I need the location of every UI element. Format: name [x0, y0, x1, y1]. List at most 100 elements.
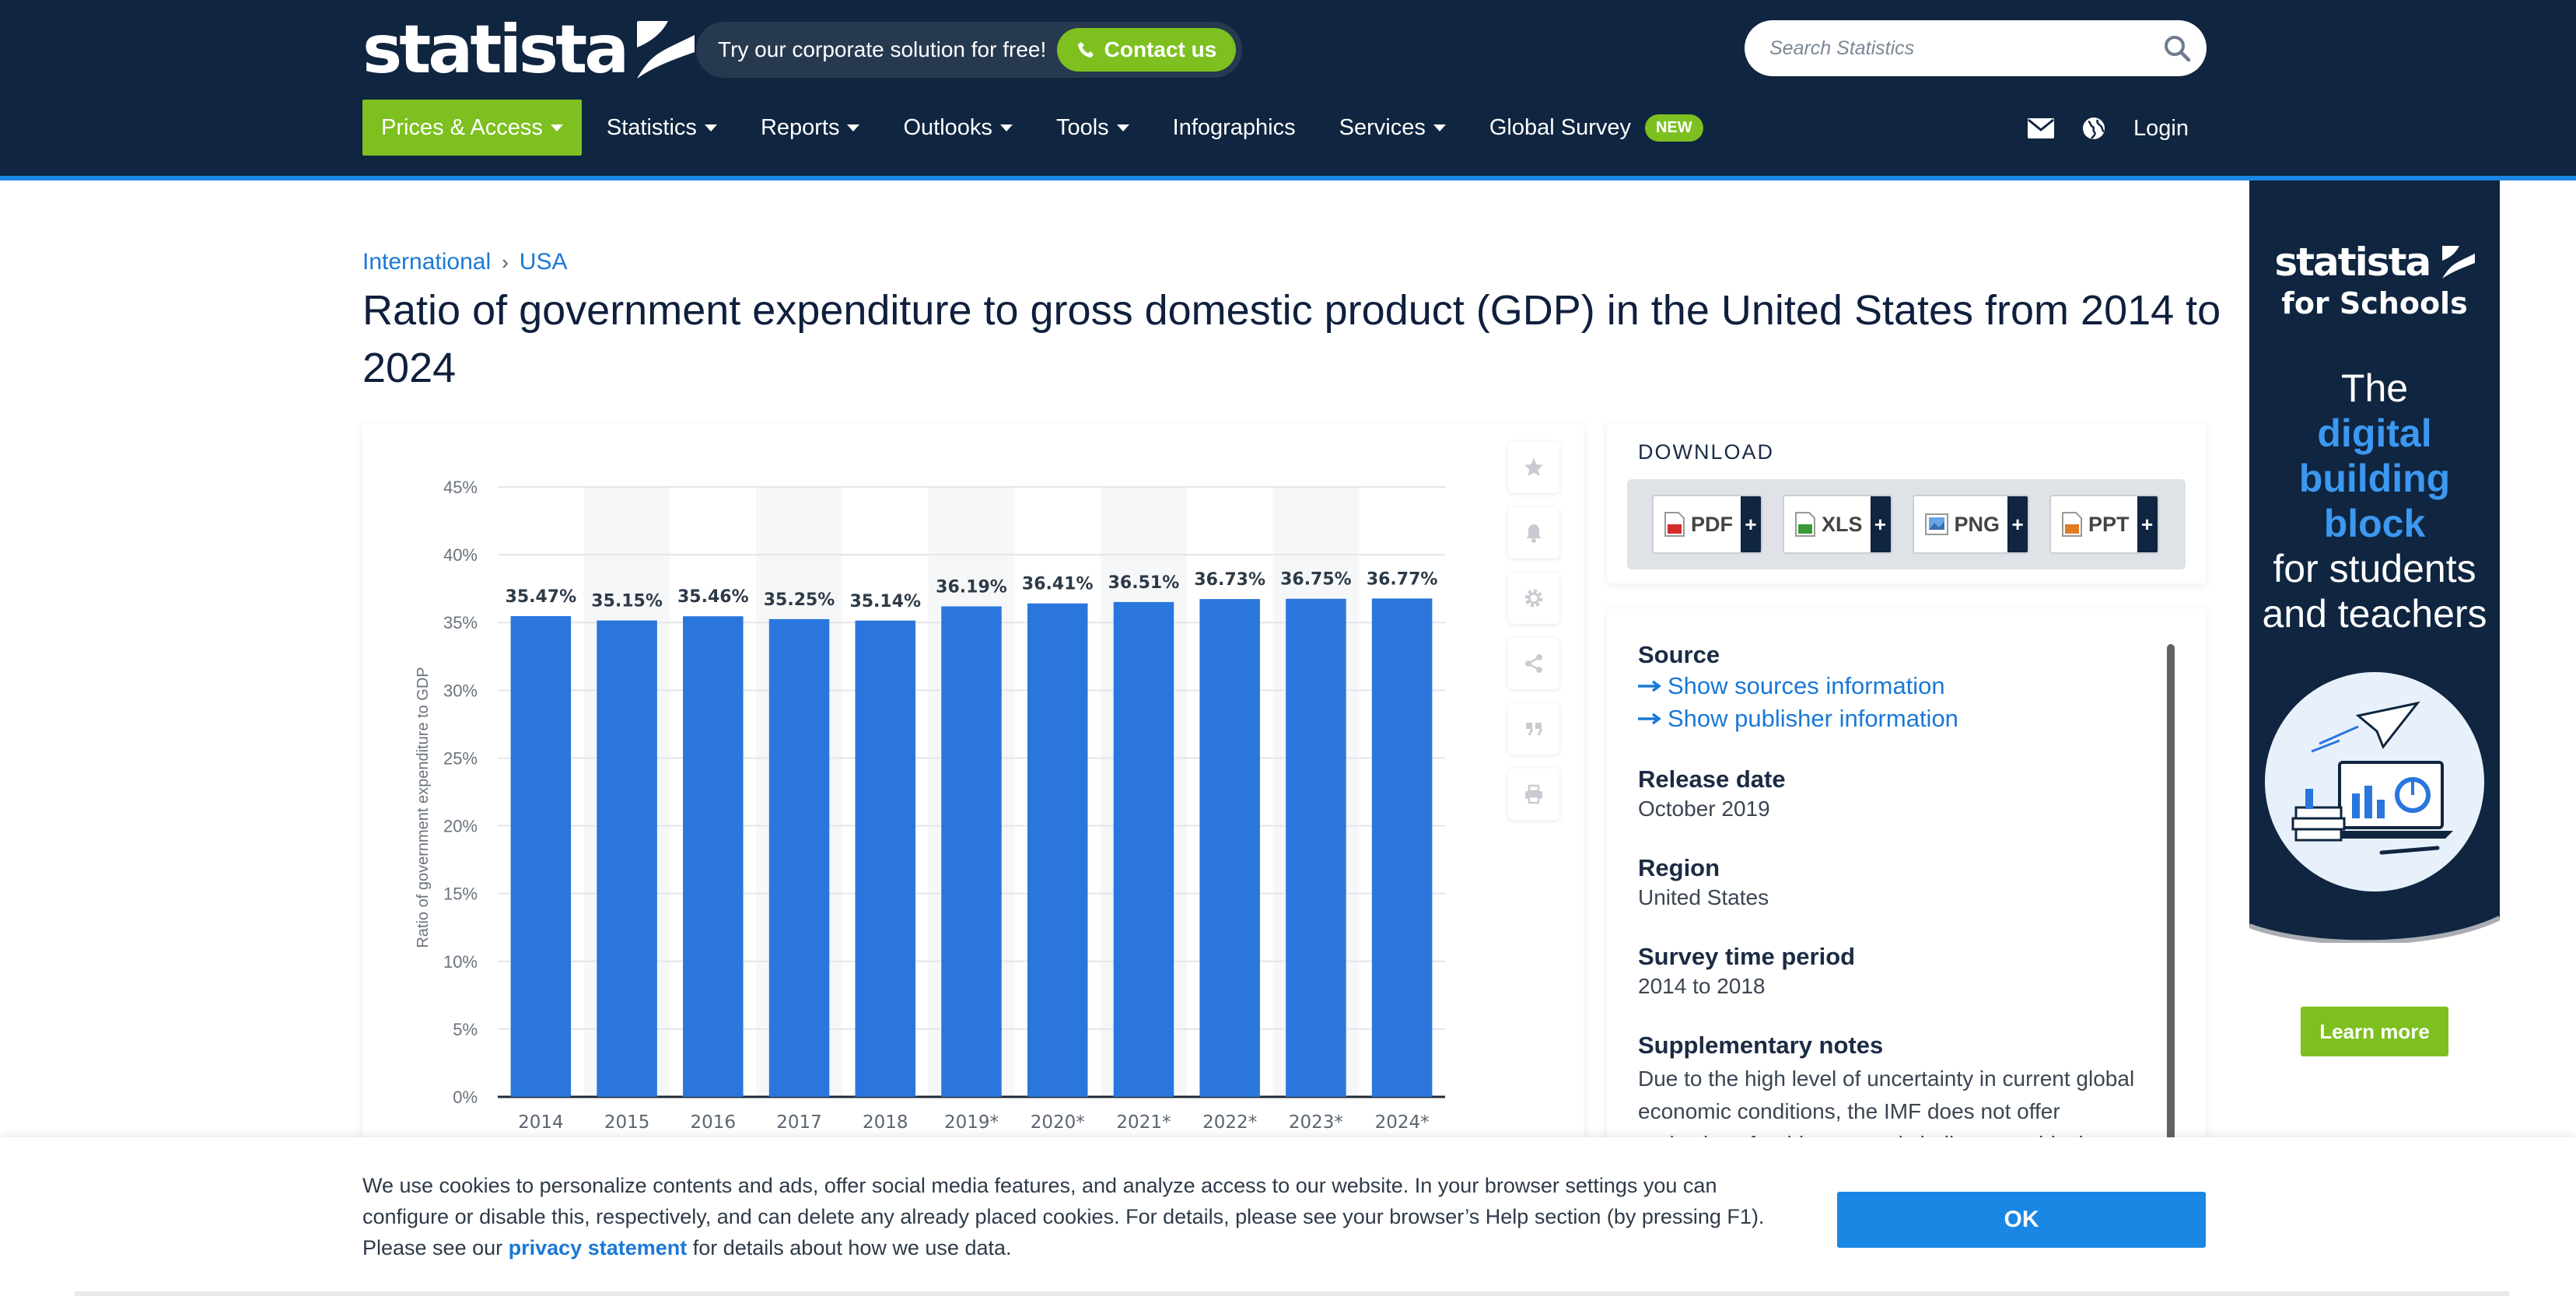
info-scrollbar[interactable] [2167, 644, 2175, 1158]
xls-file-icon [1795, 512, 1815, 537]
bar [941, 606, 1002, 1097]
nav-label: Infographics [1172, 114, 1296, 140]
breadcrumb-separator: › [502, 250, 509, 274]
survey-period-heading: Survey time period [1638, 943, 1856, 970]
y-tick-label: 25% [443, 748, 478, 768]
cookie-text-before: We use cookies to personalize contents a… [362, 1174, 1765, 1259]
globe-icon[interactable] [2082, 117, 2105, 140]
png-plus: + [2007, 496, 2028, 552]
xls-plus: + [1870, 496, 1891, 552]
nav-right: Login [2028, 109, 2189, 148]
logo-text: statista [362, 11, 629, 89]
ad-curve [2249, 916, 2500, 943]
x-tick-label: 2018 [863, 1112, 908, 1133]
nav-services[interactable]: Services [1339, 115, 1446, 141]
download-title: DOWNLOAD [1638, 440, 1775, 464]
bar [1113, 601, 1174, 1097]
show-publisher-link[interactable]: Show publisher information [1638, 705, 2151, 733]
supplementary-notes-heading: Supplementary notes [1638, 1032, 1884, 1059]
print-icon [1525, 784, 1542, 804]
x-tick-label: 2020* [1031, 1112, 1085, 1133]
bar-value-label: 35.25% [764, 590, 835, 610]
bar-value-label: 35.47% [506, 587, 577, 607]
ad-panel[interactable]: statista for Schools The digital buildin… [2249, 180, 2500, 943]
download-pdf-button[interactable]: PDF + [1652, 495, 1762, 554]
quote-icon [1526, 723, 1543, 736]
nav-label: Tools [1055, 114, 1109, 140]
mail-icon[interactable] [2028, 118, 2055, 138]
y-tick-label: 10% [443, 952, 478, 972]
settings-button[interactable] [1508, 573, 1559, 624]
login-link[interactable]: Login [2133, 115, 2189, 141]
ppt-file-icon [2062, 512, 2083, 537]
bar-value-label: 36.41% [1022, 575, 1094, 594]
bar [768, 618, 830, 1097]
x-tick-label: 2015 [604, 1112, 650, 1133]
corporate-promo: Try our corporate solution for free! Con… [696, 22, 1242, 78]
ad-logo-main: statista [2274, 240, 2431, 285]
learn-more-button[interactable]: Learn more [2301, 1007, 2448, 1056]
download-ppt-button[interactable]: PPT + [2049, 495, 2159, 554]
download-card: DOWNLOAD PDF + XLS + PNG + [1607, 423, 2206, 583]
y-tick-label: 30% [443, 681, 478, 700]
bar [1286, 598, 1346, 1097]
x-tick-label: 2023* [1289, 1112, 1343, 1133]
cite-button[interactable] [1508, 703, 1559, 755]
download-xls-button[interactable]: XLS + [1783, 495, 1892, 554]
source-heading: Source [1638, 641, 1720, 668]
bar-value-label: 35.14% [849, 592, 921, 611]
cookie-ok-button[interactable]: OK [1837, 1192, 2206, 1248]
region-heading: Region [1638, 854, 1720, 881]
cookie-text-after: for details about how we use data. [687, 1236, 1012, 1259]
ppt-label: PPT [2088, 512, 2130, 536]
nav-global-survey[interactable]: Global Survey NEW [1489, 114, 1703, 142]
chevron-down-icon [550, 124, 563, 131]
nav-label: Global Survey [1489, 114, 1631, 140]
bar-value-label: 36.75% [1280, 570, 1352, 590]
notification-button[interactable] [1508, 507, 1559, 559]
breadcrumb-international[interactable]: International [362, 249, 492, 275]
ad-line-2: digital [2317, 412, 2432, 455]
bar-value-label: 36.73% [1194, 570, 1265, 590]
y-tick-label: 40% [443, 545, 478, 565]
nav-label: Reports [760, 114, 840, 140]
chevron-down-icon [1116, 124, 1129, 131]
search-icon[interactable] [2163, 34, 2191, 62]
print-button[interactable] [1508, 769, 1559, 820]
search-input[interactable] [1769, 37, 2135, 60]
x-tick-label: 2014 [518, 1112, 564, 1133]
search-box [1745, 20, 2207, 76]
bar [510, 616, 572, 1097]
nav-infographics[interactable]: Infographics [1173, 115, 1296, 141]
download-png-button[interactable]: PNG + [1912, 495, 2030, 554]
bar [683, 616, 744, 1097]
breadcrumb-usa[interactable]: USA [519, 249, 568, 275]
chevron-down-icon [999, 124, 1013, 131]
favorite-button[interactable] [1508, 442, 1559, 493]
y-tick-label: 0% [453, 1088, 478, 1107]
release-date-value: October 2019 [1638, 797, 1770, 821]
download-bar: PDF + XLS + PNG + PPT + [1627, 479, 2186, 569]
statista-logo[interactable]: statista [362, 16, 695, 83]
nav-reports[interactable]: Reports [761, 115, 860, 141]
region-value: United States [1638, 885, 1769, 909]
bar [1027, 603, 1088, 1097]
xls-label: XLS [1822, 512, 1863, 536]
chevron-down-icon [847, 124, 860, 131]
nav-statistics[interactable]: Statistics [607, 115, 717, 141]
ad-logo: statista for Schools [2249, 240, 2500, 320]
share-icon [1525, 654, 1542, 673]
nav-tools[interactable]: Tools [1056, 115, 1129, 141]
share-button[interactable] [1508, 638, 1559, 689]
star-icon [1524, 458, 1543, 476]
contact-us-button[interactable]: Contact us [1057, 28, 1236, 72]
bell-icon [1526, 524, 1542, 543]
breadcrumb: International › USA [362, 249, 567, 275]
main-nav: Prices & Access Statistics Reports Outlo… [362, 100, 1747, 156]
ad-line-3: building [2298, 457, 2451, 500]
privacy-statement-link[interactable]: privacy statement [508, 1236, 688, 1259]
nav-outlooks[interactable]: Outlooks [903, 115, 1013, 141]
show-sources-link[interactable]: Show sources information [1638, 672, 2151, 700]
nav-prices-access[interactable]: Prices & Access [362, 100, 582, 156]
x-tick-label: 2016 [691, 1112, 737, 1133]
